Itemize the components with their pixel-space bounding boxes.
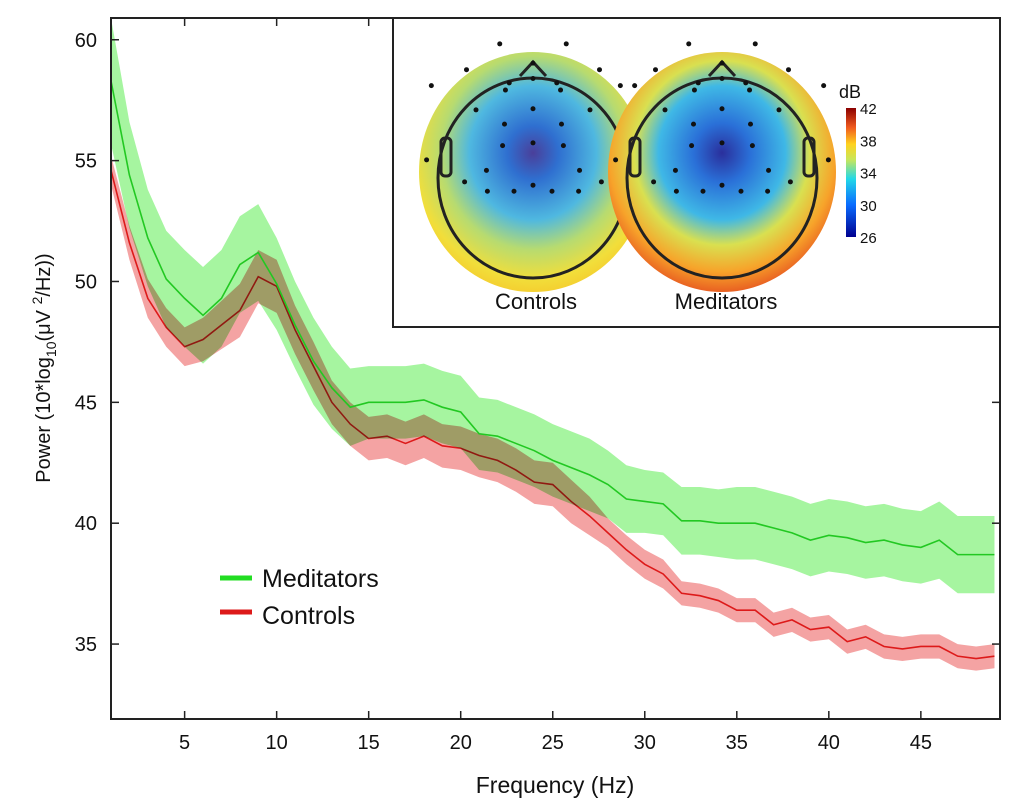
electrode-dot: [554, 80, 560, 86]
electrode-dot: [530, 60, 536, 66]
x-tick-label: 45: [910, 732, 932, 754]
electrode-dot: [825, 157, 831, 163]
electrode-dot: [563, 41, 569, 47]
electrode-dot: [752, 41, 758, 47]
electrode-dot: [651, 179, 657, 185]
x-tick-label: 40: [818, 732, 840, 754]
topography-inset: Controls Meditators dB 42 38 34 30 26: [392, 17, 1001, 328]
legend-label-controls: Controls: [262, 602, 355, 630]
electrode-dot: [766, 167, 772, 173]
electrode-dot: [500, 143, 506, 149]
electrode-dot: [428, 83, 434, 89]
electrode-dot: [786, 67, 791, 73]
electrode-dot: [662, 107, 668, 113]
electrode-dot: [719, 76, 725, 81]
line-meditators: [111, 80, 995, 556]
electrode-dot: [530, 106, 536, 112]
electrode-dot: [689, 143, 695, 149]
band-meditators: [111, 18, 995, 594]
electrode-dot: [483, 167, 489, 173]
x-tick-label: 30: [634, 732, 656, 754]
electrode-dot: [617, 83, 623, 89]
x-tick-label: 20: [450, 732, 472, 754]
colorbar-tick-label: 38: [860, 133, 877, 150]
electrode-dot: [559, 121, 564, 127]
electrode-dot: [576, 188, 582, 194]
electrode-dot: [695, 80, 701, 86]
electrode-dot: [497, 41, 503, 47]
x-tick-label: 10: [266, 732, 288, 754]
electrode-dot: [598, 179, 604, 185]
electrode-dot: [502, 121, 507, 127]
electrode-dot: [776, 107, 782, 113]
y-tick-label: 45: [75, 392, 97, 414]
electrode-dot: [506, 80, 512, 86]
electrode-dot: [691, 121, 696, 127]
electrode-dot: [765, 188, 771, 194]
topomap-label-controls: Controls: [495, 289, 577, 314]
electrode-dot: [530, 140, 536, 146]
colorbar-tick-label: 34: [860, 166, 877, 183]
electrode-dot: [530, 76, 536, 81]
electrode-dot: [558, 87, 564, 93]
electrode-dot: [748, 121, 753, 127]
electrode-dot: [511, 188, 517, 194]
electrode-dot: [424, 157, 430, 163]
electrode-dot: [700, 188, 706, 194]
legend-label-meditators: Meditators: [262, 565, 379, 593]
topomap-label-meditators: Meditators: [675, 289, 778, 314]
electrode-dot: [502, 87, 508, 93]
x-tick-label: 5: [179, 732, 190, 754]
electrode-dot: [473, 107, 479, 113]
y-tick-label: 60: [75, 30, 97, 52]
electrode-dot: [653, 67, 658, 73]
electrode-dot: [577, 167, 583, 173]
electrode-dot: [738, 188, 744, 194]
electrode-dot: [749, 143, 755, 149]
electrode-dot: [632, 83, 638, 89]
electrode-dot: [747, 87, 753, 93]
electrode-dot: [686, 41, 692, 47]
y-tick-label: 40: [75, 513, 97, 535]
colorbar-tick-label: 42: [860, 101, 877, 118]
x-tick-label: 35: [726, 732, 748, 754]
electrode-dot: [691, 87, 697, 93]
electrode-dot: [719, 60, 725, 66]
electrode-dot: [597, 67, 602, 73]
electrode-dot: [719, 106, 725, 112]
x-axis-label: Frequency (Hz): [476, 772, 634, 798]
electrode-dot: [743, 80, 749, 86]
electrode-dot: [587, 107, 593, 113]
electrode-dot: [464, 67, 469, 73]
electrode-dot: [462, 179, 468, 185]
electrode-dot: [719, 182, 725, 188]
y-tick-label: 35: [75, 634, 97, 656]
y-axis-label: Power (10*log10(μV 2/Hz)): [29, 253, 59, 482]
electrode-dot: [530, 182, 536, 188]
electrode-dot: [549, 188, 555, 194]
x-tick-label: 25: [542, 732, 564, 754]
electrode-dot: [787, 179, 793, 185]
colorbar-tick-label: 30: [860, 198, 877, 215]
electrode-dot: [719, 140, 725, 146]
topomap-meditators: [608, 41, 836, 292]
electrode-dot: [484, 188, 490, 194]
legend: Meditators Controls: [220, 565, 379, 630]
electrode-dot: [560, 143, 566, 149]
y-tick-label: 50: [75, 271, 97, 293]
y-tick-label: 55: [75, 151, 97, 173]
x-tick-label: 15: [358, 732, 380, 754]
electrode-dot: [821, 83, 827, 89]
electrode-dot: [673, 188, 679, 194]
colorbar: [846, 108, 856, 237]
electrode-dot: [672, 167, 678, 173]
electrode-dot: [613, 157, 619, 163]
colorbar-tick-label: 26: [860, 230, 877, 247]
colorbar-title: dB: [839, 82, 861, 102]
